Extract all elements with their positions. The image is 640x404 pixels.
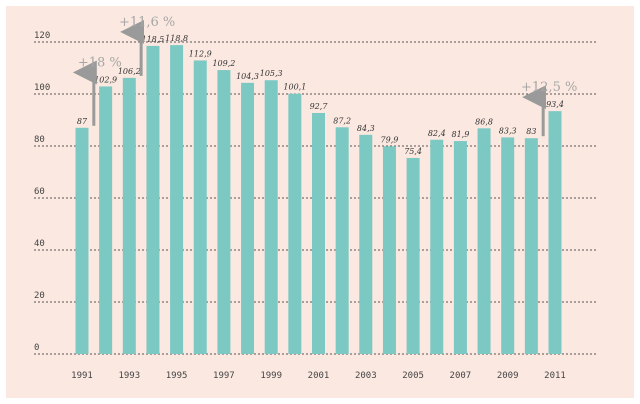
bar: [241, 82, 255, 354]
bar: [501, 137, 515, 354]
bar-value-label: 112,9: [189, 49, 212, 58]
chart-panel: 0 20 40 60 80 100 120 87 102,9 106,2 118,5 118,8 112…: [6, 6, 634, 398]
bar-value-label: 75,4: [404, 147, 422, 156]
bar: [170, 45, 184, 355]
x-tick-label: 1999: [260, 371, 282, 381]
bar-value-label: 93,4: [546, 100, 564, 109]
bar-value-label: 92,7: [310, 102, 329, 111]
bar-value-label: 83,3: [499, 126, 517, 135]
x-tick-label: 2003: [355, 371, 377, 381]
bar: [264, 80, 278, 354]
bar-value-label: 87,2: [333, 116, 351, 125]
bar: [359, 134, 373, 354]
bar: [312, 112, 325, 354]
bar: [524, 138, 538, 354]
bar: [193, 60, 207, 355]
x-tick-label: 2005: [402, 371, 424, 381]
x-tick-label: 1995: [166, 371, 188, 381]
bar-value-label: 104,3: [236, 72, 259, 81]
bar-value-label: 86,8: [475, 117, 493, 126]
bar-value-label: 87: [77, 117, 88, 126]
bar: [477, 128, 491, 354]
growth-annotation: +11,6 %: [119, 15, 175, 30]
bar: [430, 139, 444, 354]
y-tick-label: 40: [34, 239, 45, 249]
bar: [217, 70, 231, 354]
bar-value-label: 109,2: [212, 59, 235, 68]
x-tick-label: 2007: [450, 371, 472, 381]
bar-value-label: 100,1: [283, 83, 306, 92]
x-tick-label: 2001: [308, 371, 330, 381]
bar-value-label: 83: [526, 127, 536, 136]
bar: [99, 86, 113, 355]
y-tick-label: 120: [34, 31, 50, 41]
x-tick-label: 2011: [544, 371, 566, 381]
bar: [382, 146, 396, 354]
growth-annotation: +18 %: [78, 55, 122, 70]
bar-value-label: 102,9: [94, 75, 117, 84]
y-tick-label: 60: [34, 187, 45, 197]
bar: [288, 93, 302, 355]
y-tick-label: 0: [34, 343, 39, 353]
bar-value-label: 82,4: [428, 129, 446, 138]
bar-value-label: 81,9: [451, 130, 469, 139]
bar-value-label: 79,9: [381, 135, 399, 144]
bar: [146, 45, 160, 355]
bar: [453, 141, 467, 354]
x-tick-label: 1993: [118, 371, 140, 381]
x-tick-label: 1997: [213, 371, 235, 381]
bar-value-label: 105,3: [260, 69, 283, 78]
bar-value-label: 84,3: [357, 124, 375, 133]
bar: [122, 77, 136, 354]
bar-value-label: 106,2: [118, 67, 141, 76]
bar: [548, 111, 562, 354]
y-tick-label: 80: [34, 135, 45, 145]
y-tick-label: 100: [34, 83, 50, 93]
bar: [406, 157, 420, 354]
bar-value-label: 118,5: [141, 35, 164, 44]
bar: [75, 127, 89, 354]
x-tick-label: 2009: [497, 371, 519, 381]
growth-annotation: +12,5 %: [521, 80, 577, 95]
bar: [335, 127, 349, 354]
bar-value-label: 118,8: [165, 34, 188, 43]
x-tick-label: 1991: [71, 371, 93, 381]
y-tick-label: 20: [34, 291, 45, 301]
